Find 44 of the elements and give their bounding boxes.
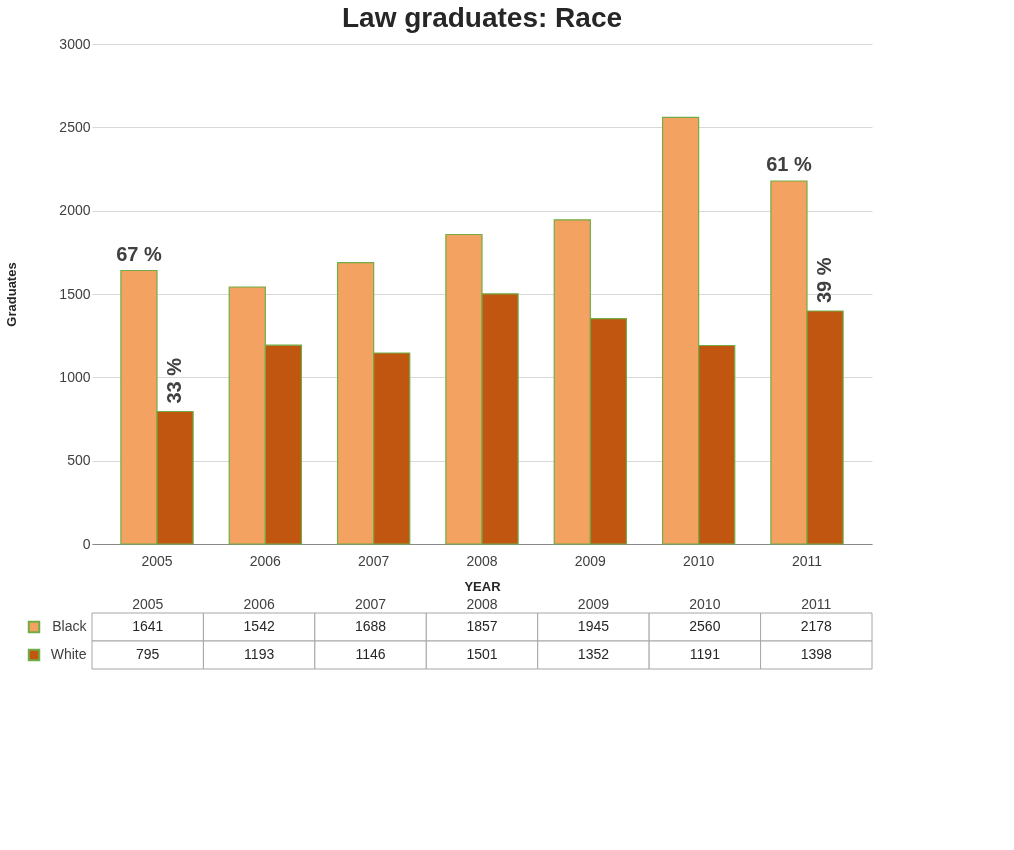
y-tick-label: 500 (67, 452, 91, 469)
category-label: 2009 (577, 595, 610, 612)
legend-label: White (50, 646, 87, 662)
y-tick-label: 1500 (59, 285, 91, 302)
y-tick-label: 3000 (59, 35, 91, 52)
x-tick-label: 2005 (141, 552, 173, 569)
data-label: 1191 (689, 646, 721, 662)
x-tick-label: 2011 (791, 552, 823, 569)
y-tick-label: 2500 (59, 118, 91, 135)
data-label: 1945 (577, 618, 610, 634)
x-tick-label: 2008 (466, 552, 498, 569)
data-label: 1857 (466, 618, 498, 634)
data-label: 1398 (800, 646, 833, 662)
annotation: 67 % (116, 242, 162, 265)
category-label: 2008 (466, 595, 498, 612)
x-tick-label: 2007 (358, 552, 390, 569)
legend-label: Black (52, 618, 88, 634)
x-axis-title: YEAR (464, 578, 502, 594)
y-tick-label: 1000 (59, 368, 91, 385)
category-label: 2010 (689, 595, 721, 612)
data-label: 795 (136, 646, 160, 662)
y-axis-title: Graduates (3, 262, 19, 327)
y-tick-label: 2000 (59, 202, 91, 219)
annotation: 61 % (766, 153, 812, 175)
data-label: 1542 (243, 618, 275, 634)
data-label: 1501 (466, 646, 498, 662)
data-label: 1352 (577, 646, 610, 662)
y-tick-label: 0 (82, 535, 91, 552)
data-label: 1641 (132, 618, 164, 634)
x-tick-label: 2010 (683, 552, 715, 569)
category-label: 2007 (354, 595, 387, 612)
data-label: 1688 (354, 618, 387, 634)
data-label: 1193 (244, 646, 275, 662)
annotation: 39 % (813, 257, 836, 303)
data-label: 1146 (355, 646, 386, 662)
chart-title: Law graduates: Race (341, 2, 623, 33)
category-label: 2005 (132, 595, 164, 612)
category-label: 2011 (801, 595, 832, 612)
data-label: 2560 (689, 618, 721, 634)
category-label: 2006 (243, 595, 275, 612)
annotation: 33 % (163, 357, 186, 404)
x-tick-label: 2006 (249, 552, 282, 569)
data-label: 2178 (800, 618, 833, 634)
x-tick-label: 2009 (574, 552, 607, 569)
